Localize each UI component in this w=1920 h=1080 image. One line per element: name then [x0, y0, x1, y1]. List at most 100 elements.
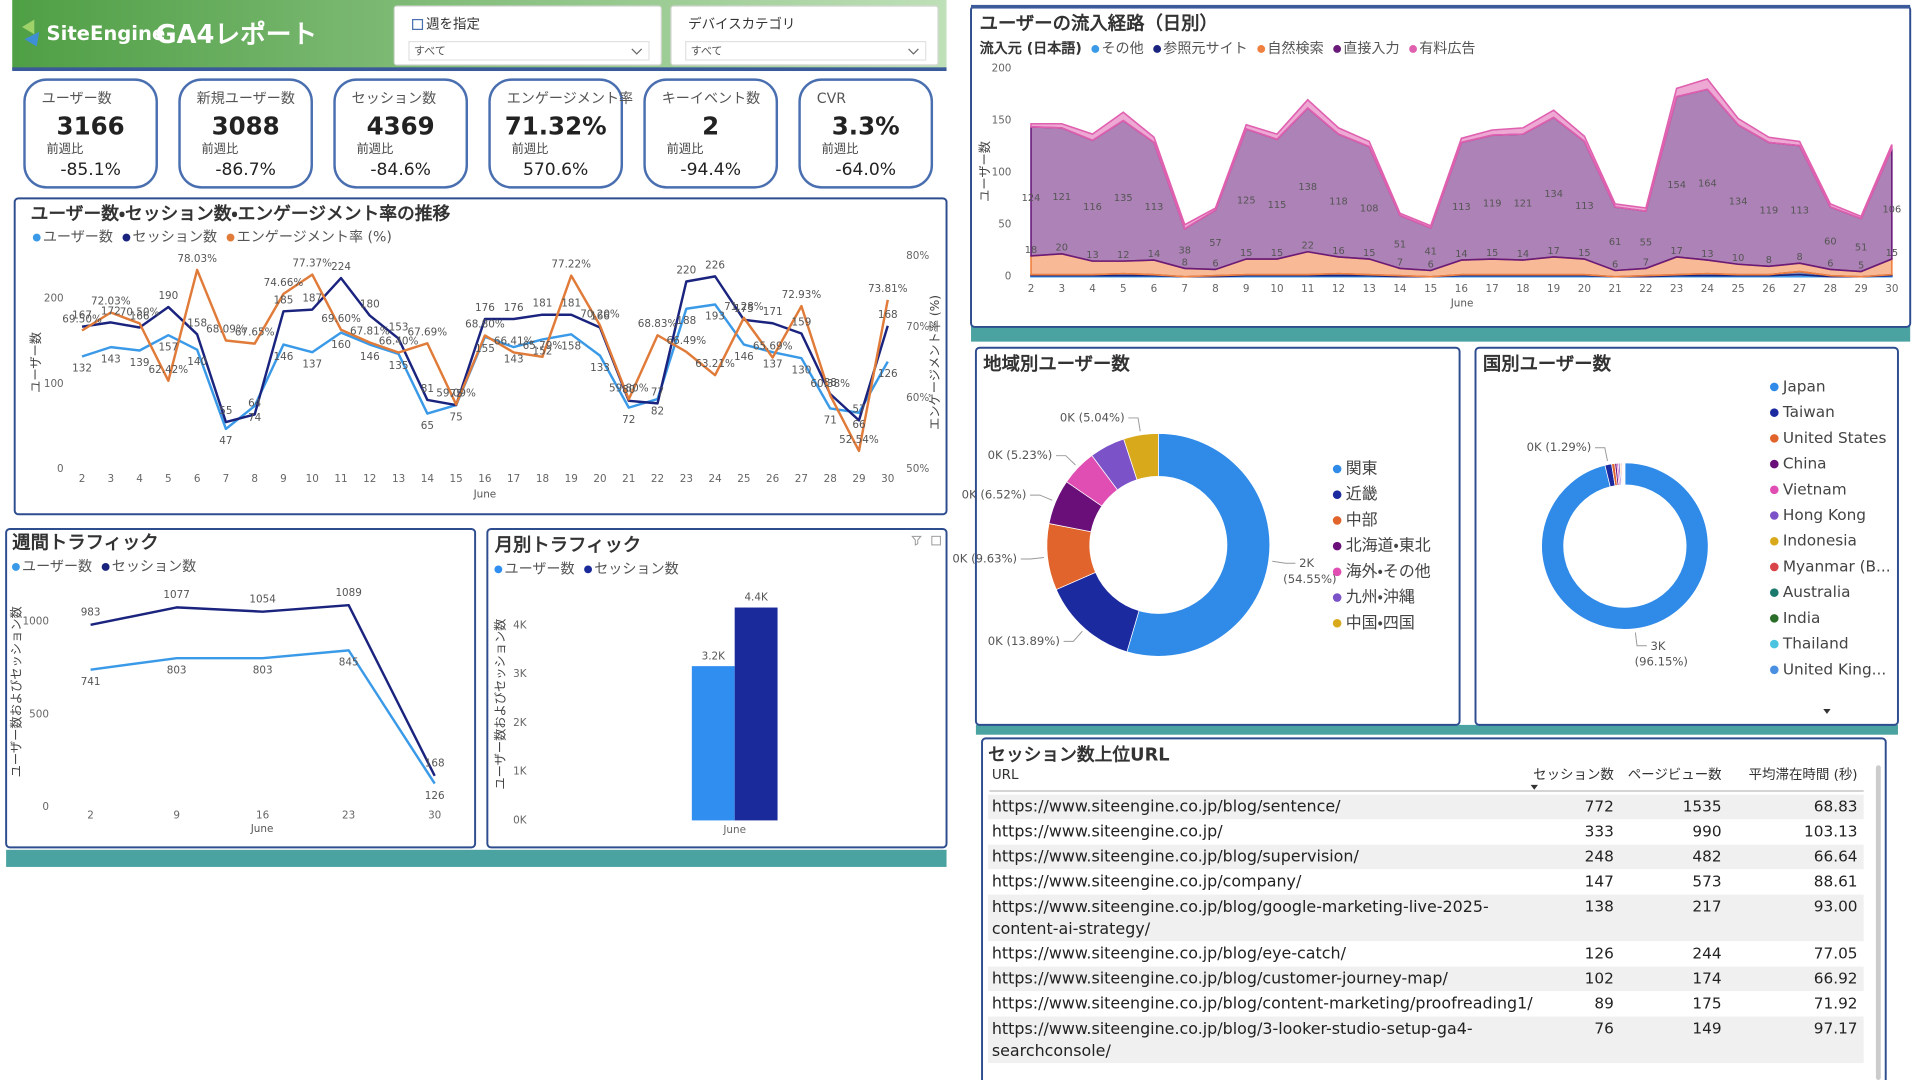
data-label: 146 — [274, 351, 294, 363]
data-label: 62.42% — [149, 364, 189, 376]
legend-dot — [1257, 45, 1266, 53]
table-cell: 248 — [1585, 847, 1614, 865]
legend-dot — [1770, 614, 1779, 623]
x-tick-label: 28 — [1824, 283, 1837, 295]
data-label: 17 — [1670, 246, 1682, 257]
data-label: 8 — [1796, 252, 1802, 263]
axis-title: June — [250, 823, 274, 835]
data-label: 845 — [339, 657, 359, 669]
filter-value: すべて — [691, 44, 723, 57]
divider-strip — [971, 325, 1911, 342]
x-tick-label: 24 — [708, 473, 722, 485]
data-label: 0K (5.04%) — [1060, 410, 1125, 424]
y-tick-label: 0 — [42, 801, 49, 813]
legend-dot — [1770, 639, 1779, 649]
data-label-line: 3K — [1650, 638, 1665, 652]
x-tick-label: 30 — [428, 810, 441, 822]
data-label: 10 — [1732, 253, 1744, 264]
chart-title: 地域別ユーザー数 — [983, 353, 1130, 375]
table-cell: 68.83 — [1814, 797, 1858, 815]
data-label: 133 — [590, 362, 610, 374]
x-tick-label: 12 — [363, 473, 376, 485]
y-tick-label: 70% — [906, 321, 929, 333]
data-label: 181 — [533, 298, 553, 310]
data-label: 143 — [101, 353, 121, 365]
data-label: 55 — [1640, 238, 1652, 249]
data-label: 59.09% — [436, 387, 476, 399]
data-label: 3K (96.15%) — [1635, 638, 1688, 668]
data-label: 15 — [1240, 248, 1252, 259]
legend-dot — [1770, 485, 1779, 495]
data-label: 57 — [852, 403, 865, 415]
data-label: 157 — [158, 341, 178, 353]
donut-slice — [1623, 462, 1626, 486]
kpi-title: 新規ユーザー数 — [197, 91, 295, 107]
logo-icon — [22, 19, 40, 47]
table-cell: https://www.siteengine.co.jp/blog/custom… — [992, 968, 1449, 987]
kpi-card — [643, 78, 779, 189]
legend-dot — [494, 565, 503, 574]
data-label: 71 — [824, 415, 837, 427]
data-label: 73.81% — [868, 283, 908, 295]
table-cell: 97.17 — [1814, 1019, 1858, 1037]
data-label: 137 — [302, 358, 322, 370]
data-label: 15 — [1886, 248, 1898, 259]
data-label: 75 — [450, 388, 463, 400]
series-line — [81, 275, 889, 424]
data-label: 0K (9.63%) — [952, 551, 1017, 565]
donut-slice — [1541, 462, 1709, 630]
data-label: 57 — [1209, 238, 1221, 249]
table-cell: 147 — [1585, 872, 1614, 890]
table-cell: https://www.siteengine.co.jp/blog/senten… — [992, 796, 1341, 815]
kpi-card — [23, 78, 158, 189]
axis-title: ユーザー数およびセッション数 — [492, 619, 507, 790]
legend-label: 直接入力 — [1343, 41, 1399, 57]
data-label: 158 — [561, 341, 581, 353]
data-label: 68.83% — [638, 318, 678, 330]
data-label: 75 — [450, 411, 463, 423]
data-label: 72 — [622, 414, 635, 426]
kpi-change: -86.7% — [215, 160, 276, 180]
x-tick-label: 23 — [680, 473, 693, 485]
report-title: GA4レポート — [156, 19, 318, 50]
table-cell-line: https://www.siteengine.co.jp/blog/3-look… — [992, 1018, 1473, 1037]
x-tick-label: 25 — [1732, 283, 1745, 295]
table-cell: https://www.siteengine.co.jp/blog/3-look… — [992, 1018, 1473, 1059]
data-label: 146 — [734, 351, 754, 363]
legend-dot — [12, 563, 20, 571]
x-tick-label: 6 — [1151, 283, 1158, 295]
x-tick-label: 16 — [478, 473, 491, 485]
legend-label: 北海道・東北 — [1346, 536, 1431, 555]
data-label: 153 — [389, 322, 409, 334]
leader-line — [1030, 494, 1053, 501]
legend-dot — [1770, 562, 1779, 572]
data-label: 118 — [1329, 197, 1348, 208]
legend-dot — [226, 233, 235, 242]
y-tick-label: 100 — [992, 167, 1012, 179]
data-label: 15 — [1363, 248, 1375, 259]
data-label: 175 — [734, 303, 754, 315]
legend-dot — [1153, 45, 1162, 53]
data-label: 41 — [1424, 246, 1436, 257]
data-label: 12 — [1117, 250, 1129, 261]
legend-label: Japan — [1782, 377, 1826, 395]
data-label: 140 — [187, 356, 207, 368]
table-row-bg — [988, 844, 1864, 870]
data-label: 226 — [705, 259, 725, 271]
table-header: 平均滞在時間 (秒) — [1749, 767, 1858, 783]
data-label: 65.79% — [523, 340, 563, 352]
data-label: 167 — [72, 310, 92, 322]
x-tick-label: 11 — [334, 473, 347, 485]
kpi-title: CVR — [817, 91, 846, 107]
legend-dot — [1332, 464, 1342, 474]
data-label: 115 — [1268, 200, 1287, 211]
x-tick-label: 18 — [1516, 283, 1529, 295]
legend-dot — [1770, 588, 1779, 597]
x-tick-label: 26 — [1762, 283, 1775, 295]
table-cell: https://www.siteengine.co.jp/ — [992, 821, 1223, 840]
x-tick-label: 5 — [165, 473, 172, 485]
kpi-change: -94.4% — [680, 160, 741, 180]
chart-title: 月別トラフィック — [494, 535, 642, 556]
table-header: URL — [992, 768, 1019, 783]
